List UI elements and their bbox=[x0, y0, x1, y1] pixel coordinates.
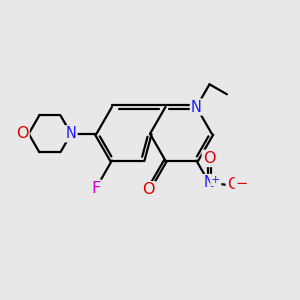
Text: O: O bbox=[227, 177, 239, 192]
Text: O: O bbox=[142, 182, 155, 197]
Text: N: N bbox=[204, 175, 214, 190]
Text: F: F bbox=[92, 181, 100, 196]
Text: −: − bbox=[236, 176, 248, 190]
Text: N: N bbox=[66, 126, 76, 141]
Text: O: O bbox=[16, 126, 28, 141]
Text: O: O bbox=[203, 151, 215, 166]
Text: N: N bbox=[191, 100, 202, 115]
Text: +: + bbox=[211, 175, 220, 185]
